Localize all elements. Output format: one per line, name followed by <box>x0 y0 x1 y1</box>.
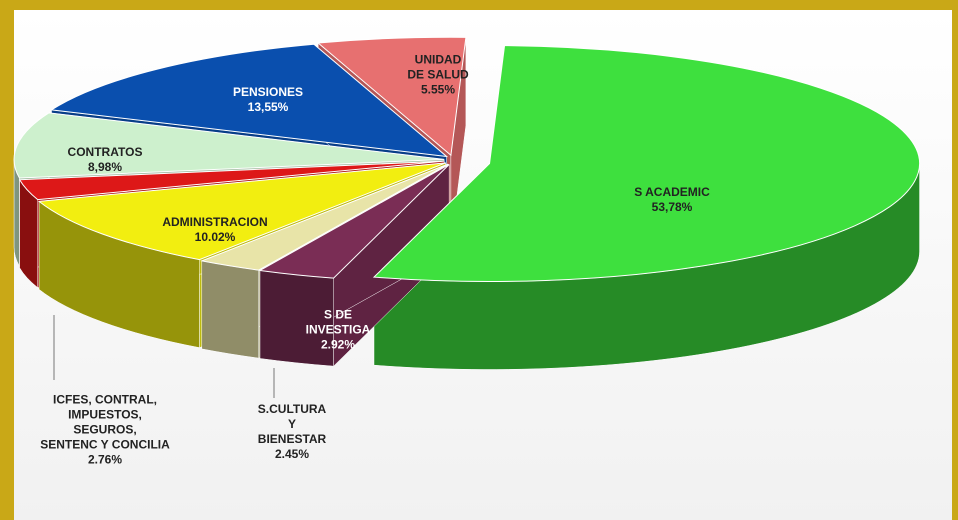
value-label: 53,78% <box>651 200 693 214</box>
pie-slice <box>372 45 921 282</box>
pie-slice <box>200 163 449 271</box>
pie-slice <box>258 164 450 279</box>
value-label: 8,98% <box>87 160 123 174</box>
value-label: 2.76% <box>87 452 123 467</box>
pie-slice <box>13 112 445 179</box>
slice-label: ADMINISTRACION 10.02% <box>162 215 267 245</box>
category-label: ICFES, CONTRAL, IMPUESTOS, SEGUROS, SENT… <box>40 392 170 452</box>
slice-label: S ACADEMIC 53,78% <box>634 185 710 215</box>
slice-label: CONTRATOS 8,98% <box>68 145 143 175</box>
category-label: UNIDAD DE SALUD <box>407 52 469 82</box>
pie-slice <box>50 43 449 158</box>
category-label: PENSIONES <box>232 85 304 99</box>
slice-label: S.CULTURA Y BIENESTAR 2.45% <box>258 402 326 462</box>
value-label: 13,55% <box>247 100 289 114</box>
slice-label: S DE INVESTIGA 2.92% <box>306 308 371 353</box>
category-label: CONTRATOS <box>67 145 143 159</box>
pie-slice <box>316 36 467 157</box>
category-label: ADMINISTRACION <box>162 215 268 229</box>
slice-side <box>201 260 260 359</box>
category-label: S DE INVESTIGA <box>305 307 371 337</box>
category-label: S.CULTURA Y BIENESTAR <box>257 402 327 446</box>
slice-label: PENSIONES 13,55% <box>233 85 303 115</box>
value-label: 2.92% <box>320 337 356 352</box>
pie-slice <box>18 160 445 201</box>
value-label: 5.55% <box>420 82 456 97</box>
slice-label: UNIDAD DE SALUD 5.55% <box>407 53 468 98</box>
slice-label: ICFES, CONTRAL, IMPUESTOS, SEGUROS, SENT… <box>40 393 170 468</box>
value-label: 10.02% <box>194 230 236 244</box>
value-label: 2.45% <box>274 447 310 461</box>
pie-slice <box>37 162 446 261</box>
category-label: S ACADEMIC <box>634 185 710 199</box>
